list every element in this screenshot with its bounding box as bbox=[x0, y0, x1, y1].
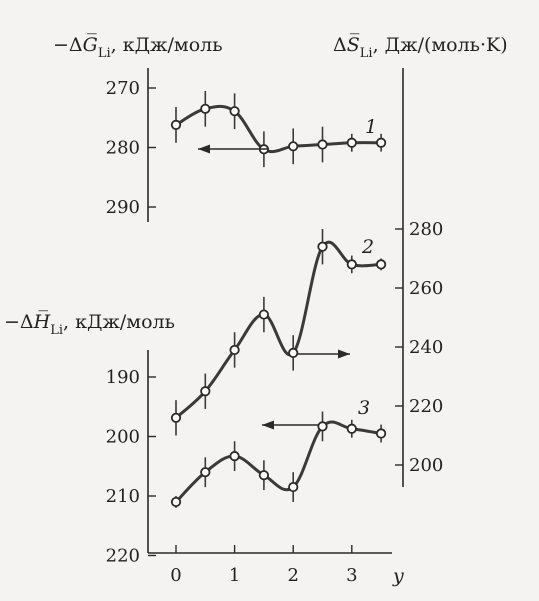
data-point bbox=[346, 137, 357, 148]
data-point bbox=[288, 481, 299, 493]
data-point bbox=[346, 259, 357, 270]
data-point bbox=[288, 347, 299, 358]
series-1: 1 bbox=[170, 90, 387, 168]
h-tick-label: 200 bbox=[106, 427, 140, 448]
curve-number-label: 1 bbox=[365, 116, 377, 138]
series-2: 2 bbox=[170, 229, 387, 436]
x-tick-label: 3 bbox=[346, 565, 357, 586]
arrow-head bbox=[262, 420, 274, 430]
h-axis-title: −ΔH̅Li, кДж/моль bbox=[4, 311, 175, 338]
data-point bbox=[229, 451, 240, 462]
h-tick-label: 210 bbox=[106, 486, 140, 507]
data-point bbox=[170, 496, 182, 508]
x-axis-title: y bbox=[392, 565, 404, 587]
data-point bbox=[229, 106, 240, 117]
g-axis-title: −ΔG̅Li, кДж/моль bbox=[53, 34, 223, 61]
curve-number-label: 3 bbox=[358, 397, 370, 419]
series-line bbox=[174, 420, 383, 504]
data-point bbox=[317, 139, 328, 150]
data-point bbox=[229, 344, 240, 356]
g-tick-label: 290 bbox=[106, 197, 140, 218]
data-point bbox=[288, 141, 299, 152]
x-tick-label: 0 bbox=[170, 565, 181, 586]
data-point bbox=[200, 467, 211, 478]
s-tick-label: 240 bbox=[409, 337, 443, 358]
h-tick-label: 220 bbox=[106, 546, 140, 567]
s-tick-label: 280 bbox=[409, 219, 443, 240]
data-point bbox=[258, 309, 269, 320]
s-tick-label: 220 bbox=[409, 396, 443, 417]
data-point bbox=[346, 423, 357, 434]
arrow-head bbox=[198, 144, 210, 154]
h-tick-label: 190 bbox=[106, 367, 140, 388]
series-3: 3 bbox=[170, 397, 387, 508]
data-point bbox=[375, 259, 387, 270]
g-tick-label: 280 bbox=[106, 138, 140, 159]
data-point bbox=[317, 241, 328, 252]
data-point bbox=[258, 470, 269, 481]
arrow-head bbox=[338, 349, 350, 359]
curve-number-label: 2 bbox=[361, 236, 374, 258]
s-tick-label: 260 bbox=[409, 278, 443, 299]
x-tick-label: 1 bbox=[229, 565, 240, 586]
x-tick-label: 2 bbox=[287, 565, 298, 586]
data-point bbox=[375, 428, 387, 439]
data-point bbox=[170, 119, 182, 130]
data-point bbox=[317, 421, 328, 432]
s-axis-title: ΔS̅Li, Дж/(моль·K) bbox=[333, 34, 508, 61]
series-line bbox=[174, 240, 383, 420]
g-tick-label: 270 bbox=[106, 78, 140, 99]
data-point bbox=[170, 412, 182, 423]
s-tick-label: 200 bbox=[409, 455, 443, 476]
data-point bbox=[200, 386, 211, 397]
data-point bbox=[200, 103, 211, 114]
data-point bbox=[375, 137, 387, 148]
